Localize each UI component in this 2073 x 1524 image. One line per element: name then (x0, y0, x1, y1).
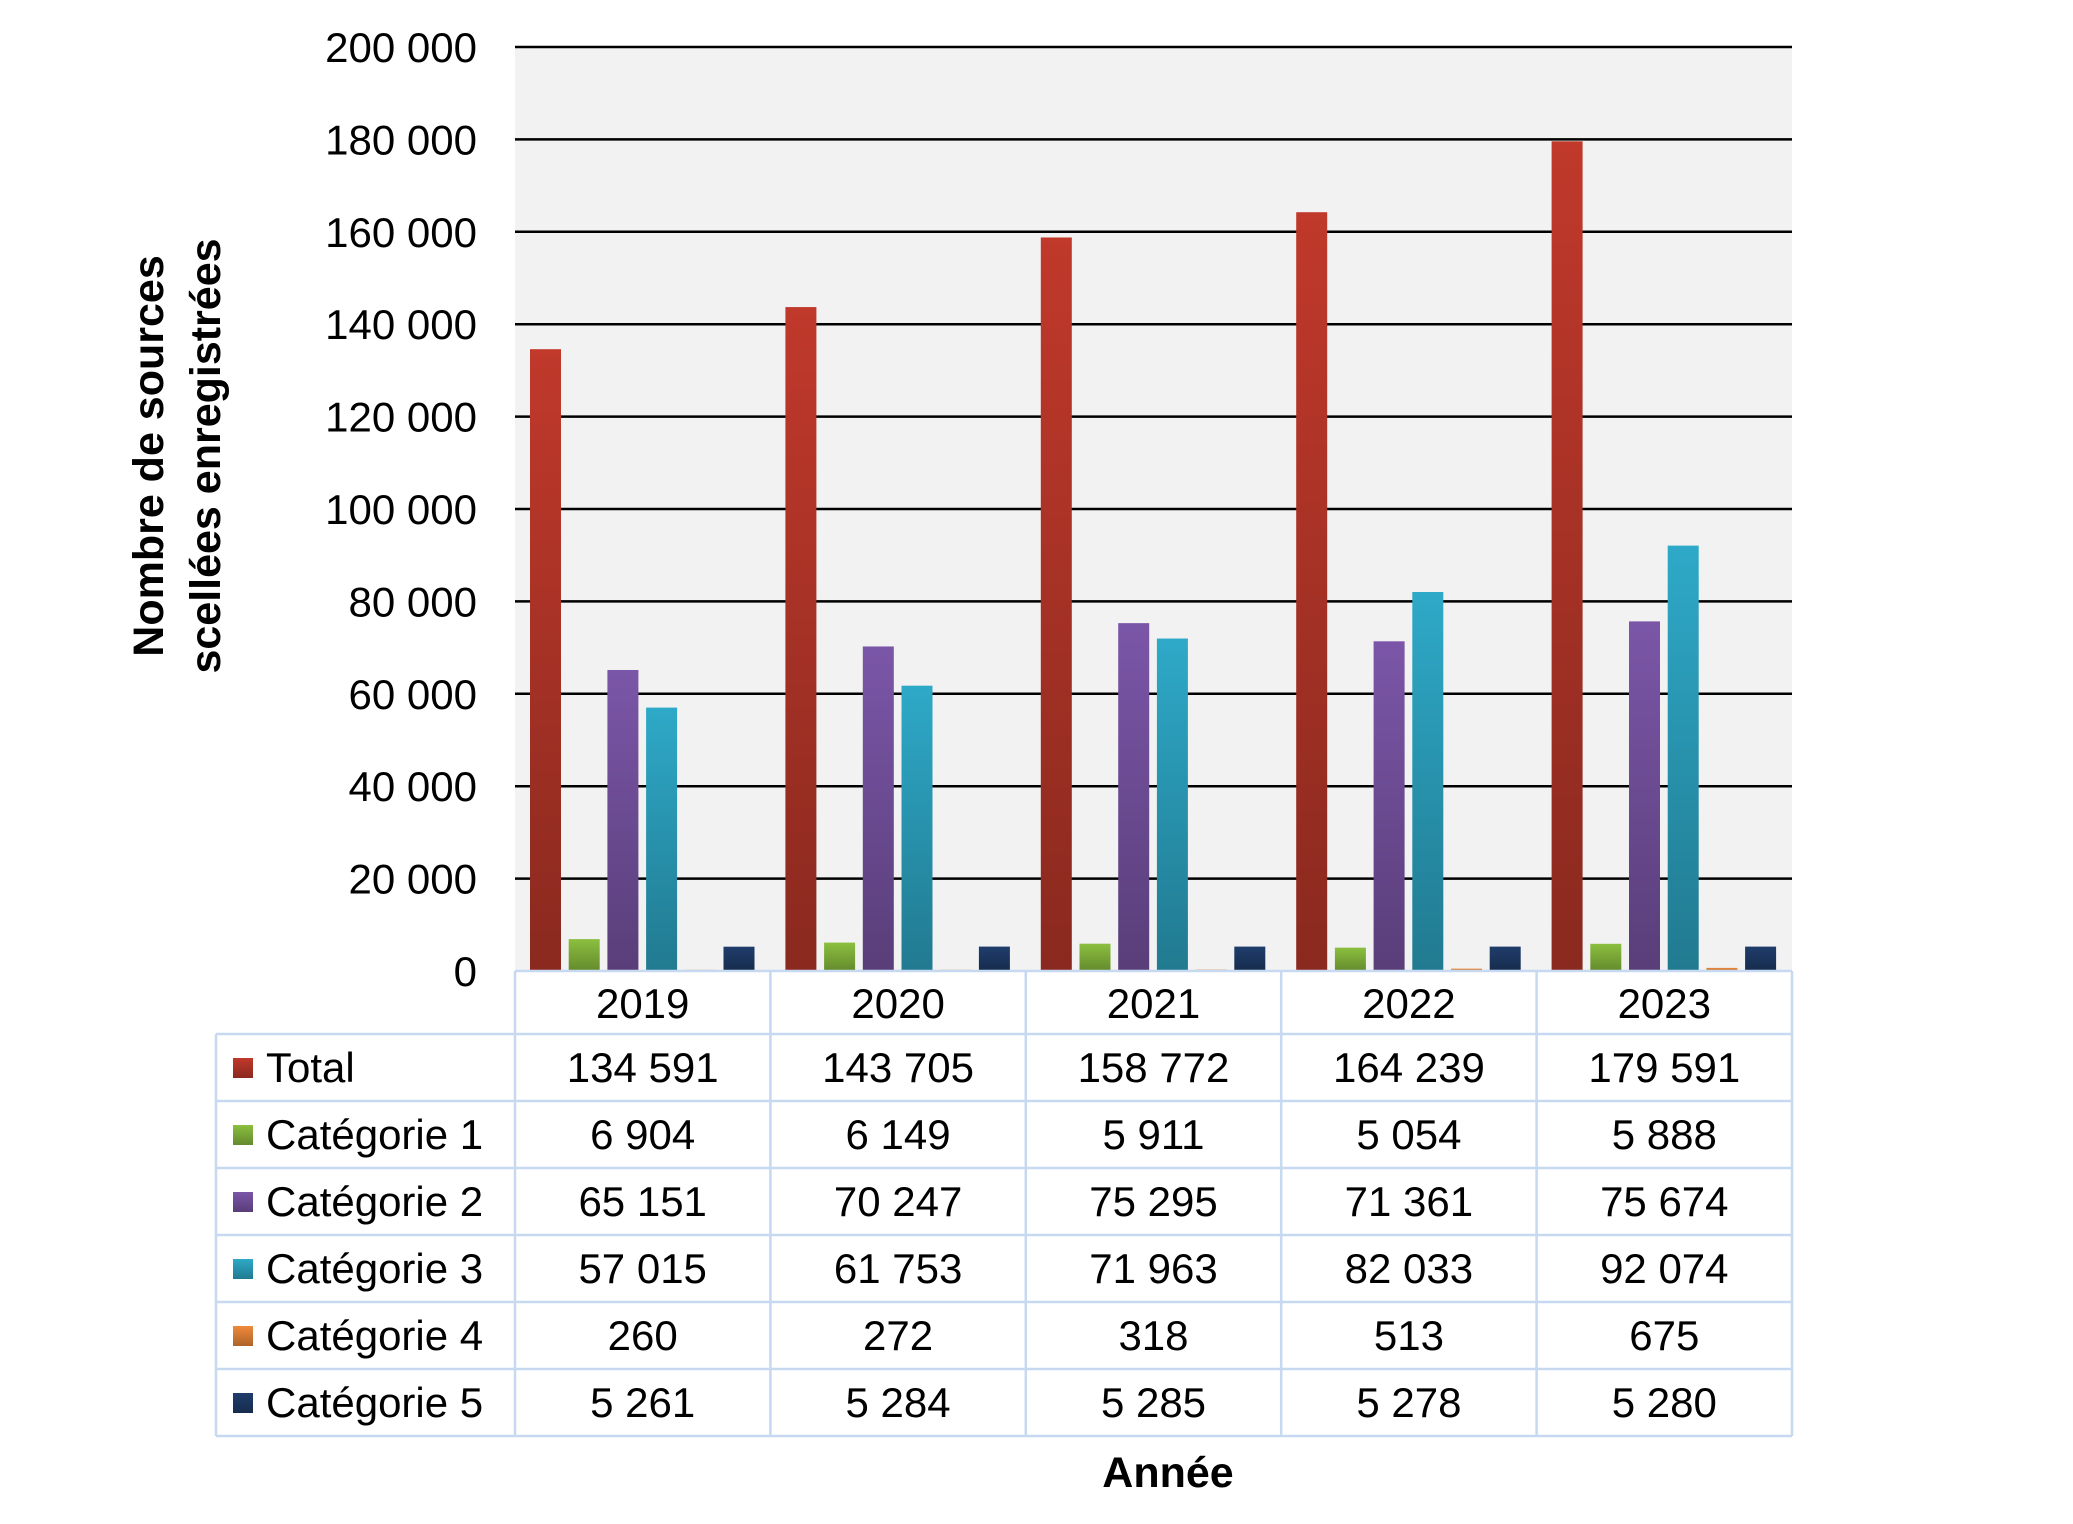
data-label: 164 239 (1333, 1044, 1485, 1091)
bar (785, 307, 817, 971)
legend-label: Catégorie 4 (266, 1312, 483, 1359)
data-label: 65 151 (578, 1178, 706, 1225)
y-tick-label: 200 000 (325, 24, 477, 71)
data-label: 71 361 (1345, 1178, 1473, 1225)
legend-label: Catégorie 5 (266, 1379, 483, 1426)
legend-swatch (233, 1259, 253, 1279)
legend-swatch (233, 1393, 253, 1413)
bar (1156, 638, 1188, 971)
data-label: 5 054 (1356, 1111, 1461, 1158)
bar (1296, 212, 1328, 971)
data-label: 272 (863, 1312, 933, 1359)
x-category-label: 2019 (596, 980, 689, 1027)
x-category-label: 2021 (1107, 980, 1200, 1027)
bar (1551, 141, 1583, 972)
data-label: 179 591 (1588, 1044, 1740, 1091)
y-axis-label-line-1: Nombre de sources (125, 255, 173, 656)
x-axis-title: Année (1102, 1449, 1233, 1497)
bar (1040, 237, 1072, 971)
data-label: 318 (1118, 1312, 1188, 1359)
bar (607, 670, 639, 971)
bar (824, 942, 856, 971)
y-tick-label: 0 (454, 948, 477, 995)
bar (901, 685, 933, 971)
legend-label: Catégorie 3 (266, 1245, 483, 1292)
data-label: 5 911 (1103, 1111, 1205, 1158)
data-label: 158 772 (1078, 1044, 1230, 1091)
data-label: 134 591 (567, 1044, 719, 1091)
legend-label: Catégorie 1 (266, 1111, 483, 1158)
data-label: 75 295 (1089, 1178, 1217, 1225)
y-tick-label: 80 000 (349, 578, 477, 625)
data-label: 57 015 (578, 1245, 706, 1292)
bar (1590, 943, 1622, 971)
legend-swatch (233, 1058, 253, 1078)
data-label: 70 247 (834, 1178, 962, 1225)
bar (1234, 946, 1266, 971)
bar (1745, 946, 1777, 971)
bar (1118, 623, 1150, 971)
data-label: 82 033 (1345, 1245, 1473, 1292)
bars (530, 141, 1777, 972)
data-label: 260 (608, 1312, 678, 1359)
x-category-label: 2023 (1618, 980, 1711, 1027)
data-table: 2019 2020 2021 2022 2023 Total 134 591 143 705 1… (214, 969, 1794, 1438)
bar (1706, 967, 1738, 971)
data-label: 5 888 (1612, 1111, 1717, 1158)
data-label: 5 261 (590, 1379, 695, 1426)
data-label: 513 (1374, 1312, 1444, 1359)
bar (1667, 545, 1699, 971)
y-axis-ticks: 0 20 000 40 000 60 000 80 000 100 000 120 000 1… (325, 24, 477, 995)
bar (1489, 946, 1521, 971)
y-tick-label: 120 000 (325, 394, 477, 441)
data-label: 61 753 (834, 1245, 962, 1292)
x-category-label: 2020 (851, 980, 944, 1027)
bar (646, 707, 678, 971)
bar (1334, 947, 1366, 971)
y-tick-label: 140 000 (325, 301, 477, 348)
data-label: 5 280 (1612, 1379, 1717, 1426)
data-label: 5 278 (1356, 1379, 1461, 1426)
data-label: 6 149 (846, 1111, 951, 1158)
bar (978, 946, 1010, 971)
bar (1373, 641, 1405, 971)
bar (530, 349, 561, 971)
y-tick-label: 100 000 (325, 486, 477, 533)
bar (568, 939, 600, 971)
data-label: 71 963 (1089, 1245, 1217, 1292)
data-label: 75 674 (1600, 1178, 1728, 1225)
bar (723, 946, 755, 971)
data-label: 5 285 (1101, 1379, 1206, 1426)
legend-swatch (233, 1326, 253, 1346)
bar (1079, 943, 1111, 971)
y-axis-label-line-2: scellées enregistrées (182, 238, 230, 673)
data-label: 5 284 (846, 1379, 951, 1426)
bar (1629, 621, 1660, 971)
data-label: 143 705 (822, 1044, 974, 1091)
data-label: 6 904 (590, 1111, 695, 1158)
legend-swatch (233, 1125, 253, 1145)
y-tick-label: 160 000 (325, 209, 477, 256)
y-tick-label: 180 000 (325, 116, 477, 163)
data-label: 675 (1629, 1312, 1699, 1359)
legend-label: Catégorie 2 (266, 1178, 483, 1225)
bar (862, 646, 894, 971)
bar (1412, 592, 1444, 971)
data-label: 92 074 (1600, 1245, 1728, 1292)
y-tick-label: 20 000 (349, 856, 477, 903)
legend-swatch (233, 1192, 253, 1212)
x-category-label: 2022 (1362, 980, 1455, 1027)
legend-label: Total (266, 1044, 355, 1091)
y-tick-label: 40 000 (349, 763, 477, 810)
y-tick-label: 60 000 (349, 671, 477, 718)
